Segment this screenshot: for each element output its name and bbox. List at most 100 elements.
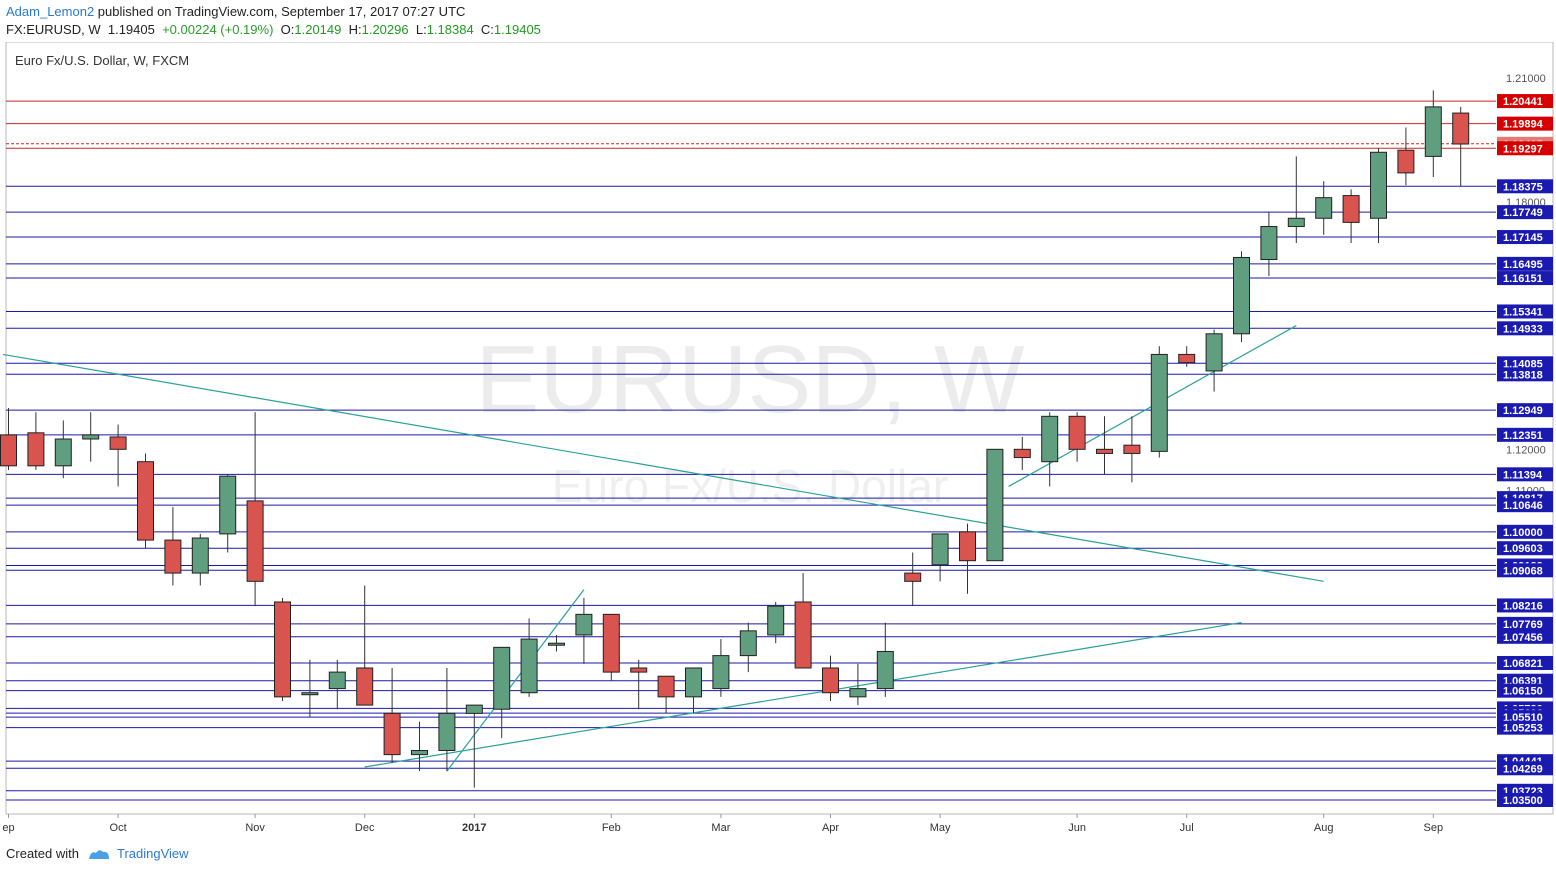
candle-body (465, 704, 483, 714)
level-label-text: 1.07456 (1503, 632, 1543, 644)
candle-body (438, 712, 456, 751)
candle-body (986, 448, 1004, 562)
price-chart[interactable]: EURUSD, W Euro Fx/U.S. Dollar 1.21000 1.1… (0, 42, 1556, 842)
chart-title: Euro Fx/U.S. Dollar, W, FXCM (15, 53, 190, 68)
candle-body (301, 692, 319, 696)
level-label-text: 1.09068 (1503, 565, 1543, 577)
level-label-tag (1497, 230, 1553, 245)
candle-body (137, 461, 154, 541)
x-tick-label: May (930, 822, 951, 834)
x-tick-label: Aug (1314, 822, 1334, 834)
candle-body (1397, 149, 1415, 174)
candle-body (1233, 256, 1250, 335)
candle-body (274, 601, 291, 698)
level-label-tag (1497, 271, 1553, 286)
level-label-text: 1.03500 (1503, 795, 1543, 807)
candle-body (657, 675, 675, 698)
level-label-text: 1.17749 (1503, 207, 1543, 219)
y-tick-label: 1.12000 (1506, 444, 1546, 456)
level-label-tag (1497, 403, 1553, 418)
level-label-tag (1497, 655, 1553, 670)
level-label-text: 1.08216 (1503, 600, 1543, 612)
open-label: O: (280, 22, 295, 37)
level-label-tag (1497, 467, 1553, 482)
level-label-tag (1497, 367, 1553, 382)
level-label-text: 1.17145 (1503, 232, 1543, 244)
level-label-tag (1497, 94, 1553, 109)
symbol-label: FX:EURUSD, W (6, 22, 101, 37)
candle-body (1287, 217, 1305, 228)
level-label-text: 1.16495 (1503, 259, 1543, 271)
candle-body (712, 655, 730, 690)
y-tick-label: 1.21000 (1506, 73, 1546, 85)
x-axis: ep Oct Nov Dec 2017 Feb Mar Apr May Jun Jul Aug Sep (2, 813, 1553, 834)
x-tick-label: ep (2, 822, 14, 834)
candle-body (1178, 353, 1196, 364)
level-label-text: 1.15341 (1503, 306, 1543, 318)
level-label-text: 1.12949 (1503, 405, 1543, 417)
candle-body (1068, 415, 1086, 450)
candle-body (493, 646, 511, 710)
level-label-tag (1497, 793, 1553, 807)
candle-body (1041, 415, 1059, 463)
level-label-text: 1.06821 (1503, 658, 1543, 670)
tradingview-logo-icon (88, 849, 109, 859)
candle-body (630, 667, 648, 673)
trendline (364, 622, 1242, 768)
candle-body (54, 438, 72, 467)
candle-body (1315, 197, 1333, 219)
trendline (2, 353, 1324, 582)
last-price: 1.19405 (107, 22, 155, 37)
level-label-tag (1497, 720, 1553, 735)
x-tick-label: 2017 (462, 822, 486, 834)
level-label-text: 1.06150 (1503, 686, 1543, 698)
publish-header: Adam_Lemon2 published on TradingView.com… (6, 4, 465, 19)
open-value: 1.20149 (294, 22, 342, 37)
created-with-text: Created with (6, 846, 79, 861)
candle-body (849, 688, 867, 698)
candle-body (767, 605, 785, 636)
symbol-header: FX:EURUSD, W 1.19405 +0.00224 (+0.19%) O… (6, 22, 541, 37)
level-label-text: 1.10646 (1503, 500, 1543, 512)
level-label-tag (1497, 629, 1553, 644)
tradingview-brand-label: TradingView (116, 846, 189, 861)
x-tick-label: Oct (110, 822, 127, 834)
level-label-tag (1497, 116, 1553, 131)
level-label-text: 1.14085 (1503, 358, 1543, 370)
watermark-description: Euro Fx/U.S. Dollar (552, 460, 948, 512)
level-label-tag (1497, 321, 1553, 336)
candle-body (602, 613, 620, 673)
tradingview-link[interactable]: TradingView (87, 846, 189, 861)
high-value: 1.20296 (361, 22, 409, 37)
level-label-text: 1.18375 (1503, 181, 1543, 193)
level-label-tag (1497, 761, 1553, 776)
candle-body (685, 667, 702, 698)
level-label-tag (1497, 616, 1553, 631)
candle-body (191, 537, 209, 574)
horizontal-levels (6, 100, 1496, 801)
close-label: C: (480, 22, 494, 37)
level-label-tag (1497, 710, 1553, 725)
candle-body (1424, 106, 1442, 157)
level-label-tag (1497, 256, 1553, 271)
x-tick-label: Nov (245, 822, 265, 834)
candle-body (1205, 333, 1223, 372)
level-label-tag (1497, 427, 1553, 442)
candle-body (109, 436, 127, 450)
level-label-text: 1.07769 (1503, 619, 1543, 631)
level-label-text: 1.10000 (1503, 527, 1543, 539)
price-change: +0.00224 (+0.19%) (162, 22, 274, 37)
level-label-text: 1.16151 (1503, 273, 1543, 285)
level-label-tag (1497, 683, 1553, 698)
watermark-symbol: EURUSD, W (475, 326, 1025, 433)
candle-body (548, 642, 565, 646)
candle-body (931, 533, 949, 566)
level-label-text: 1.05253 (1503, 723, 1543, 735)
level-label-text: 1.12351 (1503, 430, 1543, 442)
candle-body (411, 749, 428, 756)
candle-body (822, 667, 839, 694)
trendline (446, 589, 585, 772)
level-label-tag (1497, 563, 1553, 578)
candle-body (739, 630, 757, 657)
author-link[interactable]: Adam_Lemon2 (6, 4, 95, 19)
